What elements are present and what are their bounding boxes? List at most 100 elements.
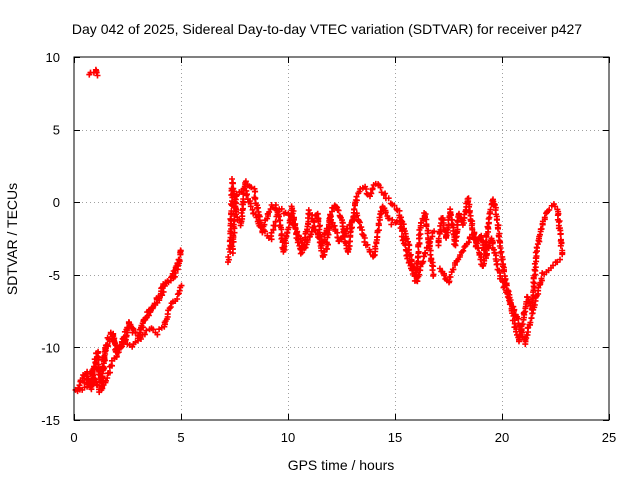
data-point xyxy=(299,239,306,246)
data-point xyxy=(111,338,118,345)
data-point xyxy=(557,230,564,237)
data-point xyxy=(441,272,448,279)
data-point xyxy=(369,185,376,192)
data-point xyxy=(388,221,395,228)
data-point xyxy=(538,275,545,282)
data-point xyxy=(252,195,259,202)
data-point xyxy=(304,237,311,244)
data-point xyxy=(498,248,505,255)
data-point xyxy=(159,292,166,299)
data-point xyxy=(281,243,288,250)
data-point xyxy=(391,202,398,209)
data-point xyxy=(174,291,181,298)
data-point xyxy=(460,247,467,254)
data-point xyxy=(229,180,236,187)
data-point xyxy=(417,231,424,238)
data-point xyxy=(120,339,127,346)
data-point xyxy=(233,192,240,199)
data-point xyxy=(297,235,304,242)
data-point xyxy=(321,249,328,255)
data-point xyxy=(452,233,459,240)
data-point xyxy=(344,225,351,232)
x-tick-labels: 0 5 10 15 20 25 xyxy=(70,430,616,445)
data-point xyxy=(466,203,472,210)
data-point xyxy=(92,376,99,383)
data-point xyxy=(353,193,360,200)
data-point xyxy=(323,245,330,252)
data-point xyxy=(559,251,566,258)
data-marks xyxy=(72,66,566,396)
x-tick-label: 20 xyxy=(495,430,509,445)
data-point xyxy=(541,214,548,221)
data-point xyxy=(415,248,422,255)
data-point xyxy=(507,299,514,306)
data-point xyxy=(178,282,185,289)
data-point xyxy=(430,272,437,279)
data-point xyxy=(121,336,128,343)
data-point xyxy=(389,216,396,223)
data-point xyxy=(495,225,501,232)
data-point xyxy=(375,220,382,227)
data-point xyxy=(339,233,346,240)
data-point xyxy=(465,198,472,205)
data-point xyxy=(386,215,392,222)
x-tick-label: 5 xyxy=(177,430,184,445)
data-point xyxy=(102,348,109,355)
data-point xyxy=(262,228,268,235)
chart-title: Day 042 of 2025, Sidereal Day-to-day VTE… xyxy=(72,21,582,37)
data-point xyxy=(418,219,424,226)
data-point xyxy=(466,209,473,216)
data-point xyxy=(247,203,254,210)
data-point xyxy=(294,228,301,235)
data-point xyxy=(456,210,462,217)
data-point xyxy=(435,235,442,242)
data-point xyxy=(538,225,545,232)
data-point xyxy=(266,209,273,216)
y-axis-label: SDTVAR / TECUs xyxy=(4,183,20,295)
data-point xyxy=(385,195,392,202)
data-point xyxy=(335,207,342,214)
data-point xyxy=(242,178,249,185)
data-point xyxy=(532,264,539,271)
data-point xyxy=(302,244,309,251)
data-point xyxy=(422,249,429,256)
data-point xyxy=(338,236,345,243)
data-point xyxy=(461,244,468,250)
data-point xyxy=(278,205,285,212)
data-point xyxy=(377,184,384,191)
data-point xyxy=(349,217,356,224)
data-point xyxy=(101,354,108,361)
series-5 xyxy=(435,195,566,345)
data-point xyxy=(89,370,96,377)
data-point xyxy=(284,229,291,236)
data-point xyxy=(494,261,501,267)
data-point xyxy=(354,212,361,219)
y-tick-label: 0 xyxy=(53,195,60,210)
series-1 xyxy=(76,282,185,396)
data-point xyxy=(399,228,405,235)
data-point xyxy=(368,190,375,197)
data-point xyxy=(447,274,454,280)
data-point xyxy=(285,224,292,231)
data-point xyxy=(94,72,101,79)
data-point xyxy=(431,228,438,235)
data-point xyxy=(239,207,246,214)
x-axis-label: GPS time / hours xyxy=(288,457,395,473)
x-tick-label: 25 xyxy=(602,430,616,445)
data-point xyxy=(334,234,341,241)
series-4 xyxy=(229,185,438,285)
data-point xyxy=(447,211,454,218)
data-point xyxy=(429,267,436,274)
x-tick-label: 10 xyxy=(281,430,295,445)
data-point xyxy=(261,221,268,228)
data-point xyxy=(497,249,504,256)
data-point xyxy=(460,220,467,226)
y-tick-label: 10 xyxy=(46,50,60,65)
data-point xyxy=(231,213,238,219)
y-tick-label: -10 xyxy=(41,340,60,355)
data-point xyxy=(513,328,519,335)
data-point xyxy=(406,259,413,266)
data-point xyxy=(557,242,564,249)
grid-lines xyxy=(74,57,609,420)
